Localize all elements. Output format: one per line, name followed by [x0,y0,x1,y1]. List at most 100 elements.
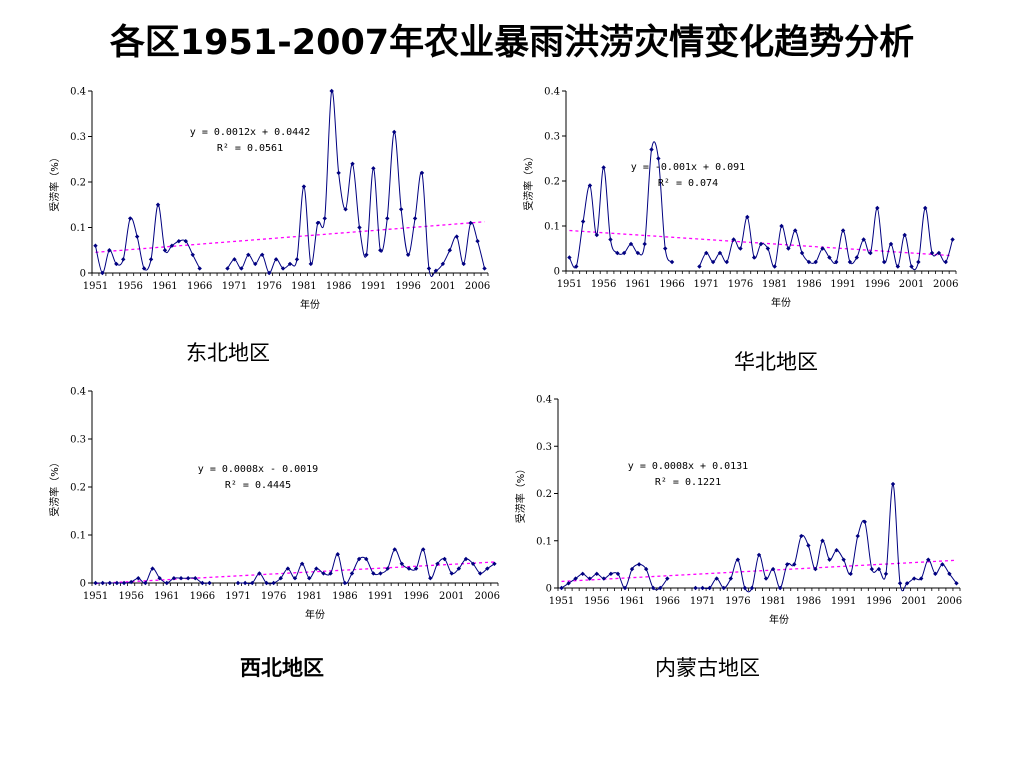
y-tick-label: 0.1 [536,536,552,547]
data-point [442,556,447,562]
data-point [950,237,955,242]
data-point [405,252,411,257]
y-tick-label: 0.1 [70,223,86,234]
data-point [642,241,647,247]
data-point [806,543,811,548]
x-tick-label: 1991 [830,279,855,290]
data-point [855,533,860,539]
data-point [567,255,572,260]
data-point [190,252,195,257]
data-point [890,481,896,487]
x-tick-label: 1966 [187,281,212,292]
region-label-northwest: 西北地区 [240,656,324,680]
data-point [707,585,712,591]
x-tick-label: 1976 [256,281,281,292]
data-point [665,576,670,581]
data-point [246,252,251,257]
data-point [114,261,119,267]
data-point [656,156,661,161]
data-point [287,261,293,267]
x-tick-label: 2001 [439,591,464,602]
chart-svg: 0 0.1 0.2 0.3 0.4 1951 1956 1961 1966 1971 1976 198… [514,395,962,627]
data-point [916,259,921,265]
x-tick-label: 1996 [866,596,891,607]
data-point [594,571,599,577]
data-point [239,266,244,271]
x-tick-label: 1986 [796,596,821,607]
data-point [461,261,466,267]
data-point [779,223,784,229]
data-point [724,259,729,265]
y-tick-label: 0 [554,267,560,278]
data-point [350,161,355,166]
data-point [178,576,184,581]
x-tick-label: 2001 [430,281,455,292]
x-tick-label: 1956 [117,281,142,292]
data-point [601,576,607,581]
data-point [881,259,887,265]
x-tick-label: 1991 [368,591,393,602]
x-tick-label: 1981 [297,591,322,602]
region-label-northeast: 东北地区 [186,341,270,365]
x-tick-label: 1986 [326,281,351,292]
data-point [658,585,663,591]
x-tick-label: 1961 [625,279,650,290]
series-line [698,207,954,271]
trend-r-squared: R² = 0.4445 [225,480,291,491]
data-point [580,571,585,577]
data-point [615,571,621,577]
data-point [651,585,656,591]
data-point [264,580,269,586]
x-tick-label: 1951 [83,281,108,292]
x-tick-label: 1971 [222,281,247,292]
data-point [721,585,726,591]
x-axis-title: 年份 [769,613,789,626]
y-tick-label: 0.2 [70,483,86,494]
data-point [162,248,168,253]
series-line [568,141,673,269]
data-point [751,255,757,260]
y-axis-title: 受涝率（%） [48,457,61,517]
x-tick-label: 1961 [619,596,644,607]
y-axis-title: 受涝率（%） [514,464,527,524]
y-tick-label: 0.2 [70,178,86,189]
chart-northeast: 0 0.1 0.2 0.3 0.4 1951 1956 1961 1966 1971 1976 198… [40,82,500,322]
chart-north-china: 0 0.1 0.2 0.3 0.4 1951 1956 1961 1966 1971 1976 198… [508,82,968,322]
data-point [357,225,362,230]
trend-r-squared: R² = 0.074 [658,178,718,189]
data-point [176,238,182,244]
data-point [799,533,804,539]
data-point [615,250,620,256]
data-point [100,580,105,586]
chart-svg: 0 0.1 0.2 0.3 0.4 1951 1956 1961 1966 1971 1976 198… [48,387,500,622]
y-tick-label: 0.2 [544,177,560,188]
data-point [813,259,818,265]
data-point [929,250,935,256]
data-point [207,580,212,586]
data-point [792,562,797,567]
data-point [728,576,733,581]
y-tick-label: 0.4 [544,87,560,98]
data-point [700,585,705,591]
data-point [799,250,805,256]
x-tick-label: 1996 [395,281,420,292]
data-point [608,237,613,242]
data-point [419,170,425,176]
trend-r-squared: R² = 0.0561 [217,143,283,154]
series-line [238,548,495,585]
data-point [559,585,564,591]
y-tick-label: 0 [80,269,86,280]
data-point [121,257,126,262]
data-point [649,147,654,152]
data-point [169,243,175,248]
data-point [635,250,641,256]
data-point [669,259,675,265]
data-point [392,129,397,135]
data-point [745,214,750,220]
data-point [468,220,473,226]
x-tick-label: 1961 [154,591,179,602]
x-tick-label: 2001 [899,279,924,290]
data-point [628,241,634,247]
y-tick-label: 0.3 [70,132,86,143]
data-point [412,216,418,221]
